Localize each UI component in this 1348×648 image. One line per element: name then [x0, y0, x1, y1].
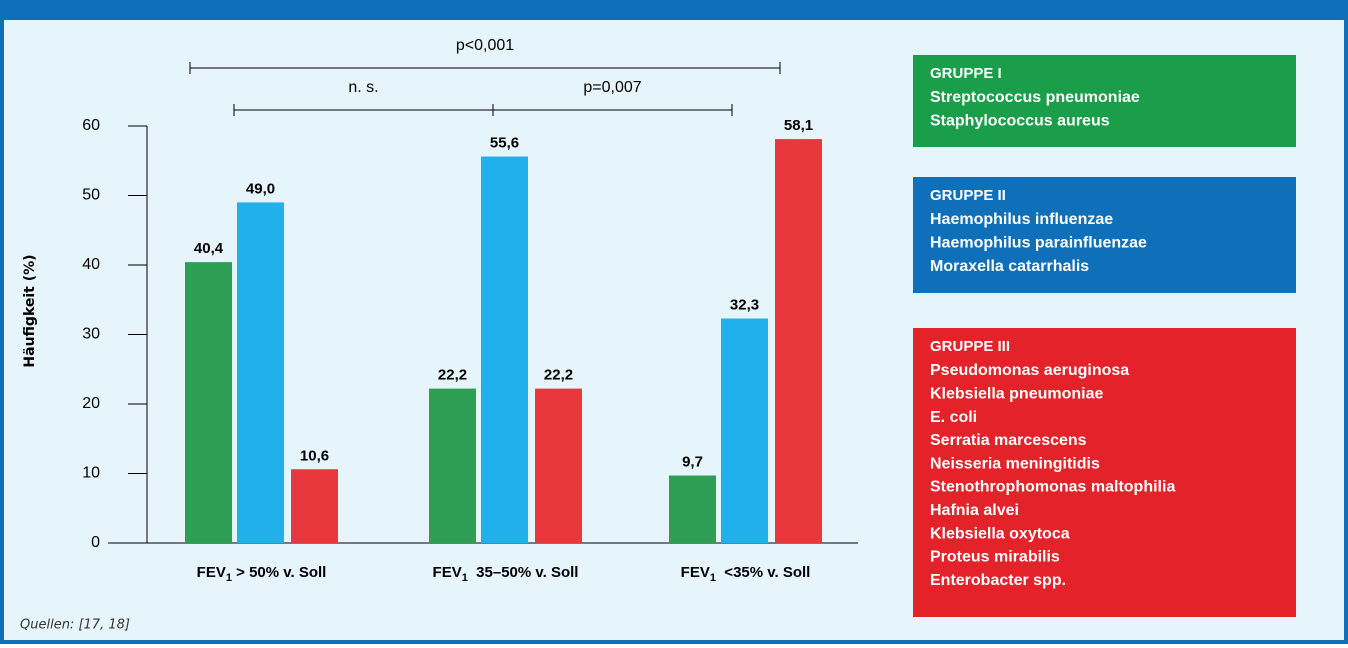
y-tick-label: 30 [82, 326, 100, 343]
y-tick-label: 60 [82, 117, 100, 134]
legend-item: Hafnia alvei [930, 502, 1019, 519]
legend-item: Staphylococcus aureus [930, 113, 1110, 130]
legend-item: Enterobacter spp. [930, 572, 1066, 589]
value-label: 58,1 [784, 117, 813, 134]
annotation: p<0,001 [456, 37, 514, 54]
annotation: p=0,007 [583, 79, 641, 96]
legend-item: Klebsiella pneumoniae [930, 386, 1103, 403]
legend-item: Pseudomonas aeruginosa [930, 362, 1129, 379]
bar [669, 475, 716, 543]
category-rest: > 50% v. Soll [232, 564, 326, 581]
y-tick-label: 20 [82, 395, 100, 412]
bar [535, 388, 582, 543]
bar [775, 139, 822, 543]
bar [185, 262, 232, 543]
legend-box [913, 177, 1296, 293]
category-main: FEV [433, 564, 462, 581]
category-sub: 1 [710, 572, 716, 584]
annotation: n. s. [348, 79, 378, 96]
bar [237, 202, 284, 543]
y-axis-label: Häufigkeit (%) [22, 254, 38, 367]
x-tick-label: FEV1 35–50% v. Soll [433, 564, 579, 584]
category-main: FEV [681, 564, 710, 581]
bracket [189, 62, 781, 74]
x-tick-label: FEV1 > 50% v. Soll [197, 564, 327, 584]
legend-box [913, 328, 1296, 617]
bar [481, 156, 528, 543]
value-label: 40,4 [194, 240, 224, 257]
category-rest: <35% v. Soll [716, 564, 810, 581]
legend-item: Proteus mirabilis [930, 549, 1060, 566]
value-label: 22,2 [438, 367, 467, 384]
y-tick-label: 0 [91, 534, 100, 551]
value-label: 49,0 [246, 180, 275, 197]
value-label: 32,3 [730, 296, 759, 313]
legend-title: GRUPPE I [930, 65, 1002, 82]
legend-title: GRUPPE II [930, 187, 1006, 204]
value-label: 22,2 [544, 367, 573, 384]
category-sub: 1 [462, 572, 468, 584]
legend-item: Moraxella catarrhalis [930, 258, 1089, 275]
y-tick-label: 40 [82, 256, 100, 273]
legend-item: Haemophilus parainfluenzae [930, 235, 1147, 252]
source: Quellen: [17, 18] [20, 618, 130, 633]
legend-item: Streptococcus pneumoniae [930, 89, 1140, 106]
value-label: 55,6 [490, 135, 519, 152]
legend-item: Klebsiella oxytoca [930, 525, 1070, 542]
legend-item: E. coli [930, 409, 977, 426]
legend-item: Stenothrophomonas maltophilia [930, 479, 1175, 496]
legend-item: Serratia marcescens [930, 432, 1087, 449]
value-label: 9,7 [682, 454, 703, 471]
y-tick-label: 10 [82, 465, 100, 482]
y-tick-label: 50 [82, 187, 100, 204]
legend-item: Neisseria meningitidis [930, 455, 1100, 472]
legend-box [913, 55, 1296, 147]
category-main: FEV [197, 564, 226, 581]
x-tick-label: FEV1 <35% v. Soll [681, 564, 811, 584]
bar [429, 388, 476, 543]
category-rest: 35–50% v. Soll [468, 564, 579, 581]
category-sub: 1 [226, 572, 232, 584]
bar [721, 318, 768, 543]
legend-item: Haemophilus influenzae [930, 211, 1113, 228]
value-label: 10,6 [300, 447, 329, 464]
bar [291, 469, 338, 543]
bracket [492, 104, 733, 116]
legend-title: GRUPPE III [930, 338, 1010, 355]
